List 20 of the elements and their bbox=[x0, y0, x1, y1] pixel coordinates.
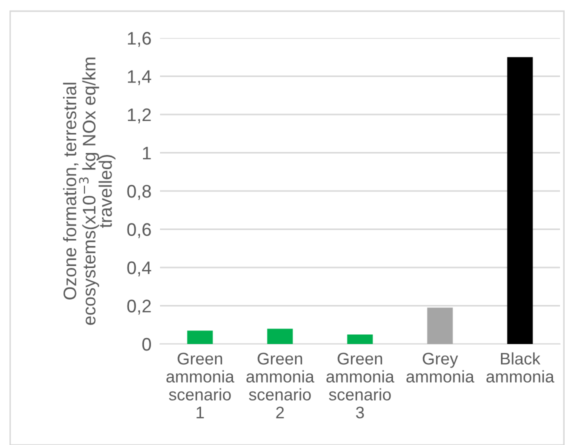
bar bbox=[187, 330, 213, 344]
bar bbox=[507, 57, 533, 344]
x-tick-label: Black ammonia bbox=[486, 352, 554, 383]
y-tick-label: 1,6 bbox=[128, 32, 151, 47]
bar bbox=[427, 308, 453, 344]
y-tick-label: 0,2 bbox=[127, 300, 151, 315]
x-tick-label: Green ammonia scenario 2 bbox=[246, 352, 314, 418]
x-tick-label: Green ammonia scenario 3 bbox=[326, 352, 394, 418]
bar bbox=[267, 328, 293, 344]
y-tick-label: 1,4 bbox=[128, 70, 152, 86]
bar bbox=[347, 334, 373, 344]
y-tick-label: 0,4 bbox=[127, 261, 152, 276]
y-axis-title: Ozone formation, terrestrial ecosystems(x10$^{−3}$ kg NOx eq/km travelled) bbox=[63, 58, 116, 325]
y-tick-label: 0,8 bbox=[127, 184, 151, 200]
x-tick-label: Grey ammonia bbox=[406, 352, 474, 383]
y-tick-label: 0,6 bbox=[127, 223, 151, 238]
x-tick-label: Green ammonia scenario 1 bbox=[166, 352, 234, 418]
y-tick-label: 0 bbox=[142, 338, 151, 351]
y-tick-label: 1 bbox=[143, 146, 151, 160]
y-tick-label: 1,2 bbox=[128, 108, 151, 124]
